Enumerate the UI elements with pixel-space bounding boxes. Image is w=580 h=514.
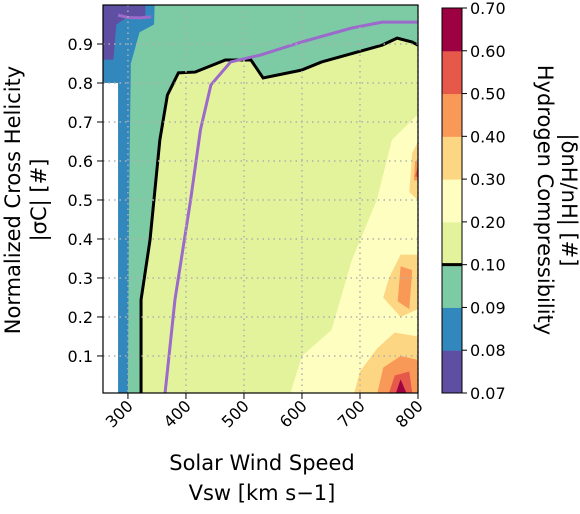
- colorbar-segment: [442, 93, 462, 137]
- contours: [103, 5, 418, 393]
- colorbar-segment: [442, 307, 462, 351]
- colorbar-tick-label: 0.08: [470, 341, 506, 360]
- colorbar-segment: [442, 264, 462, 308]
- contour-region: [395, 379, 407, 393]
- y-tick-label: 0.4: [68, 230, 93, 249]
- y-tick-label: 0.7: [68, 113, 93, 132]
- x-label: Solar Wind Speed: [169, 451, 354, 475]
- colorbar-segment: [442, 350, 462, 394]
- contour-region: [415, 164, 418, 177]
- y-label-unit: |σC| [#]: [27, 159, 52, 242]
- colorbar-segment: [442, 50, 462, 95]
- x-label-unit: Vsw [km s−1]: [189, 481, 336, 505]
- y-tick-label: 0.5: [68, 191, 93, 210]
- colorbar-segment: [442, 8, 462, 52]
- plot-frame: [102, 4, 419, 394]
- colorbar-frame: [441, 7, 463, 394]
- y-tick-label: 0.8: [68, 74, 93, 93]
- y-tick-label: 0.6: [68, 152, 93, 171]
- y-tick-label: 0.9: [68, 35, 93, 54]
- colorbar-tick-label: 0.09: [470, 298, 506, 317]
- y-tick-label: 0.2: [68, 308, 93, 327]
- colorbar-label: Hydrogen Compressibility: [533, 65, 557, 335]
- x-tick-label: 800: [392, 396, 427, 431]
- colorbar-segment: [442, 221, 462, 266]
- colorbar-segment: [442, 179, 462, 223]
- colorbar-segment: [442, 136, 462, 180]
- x-tick-label: 300: [102, 396, 137, 431]
- contour-region: [103, 5, 155, 393]
- colorbar-tick-label: 0.40: [470, 127, 506, 146]
- colorbar-tick-label: 0.70: [470, 0, 506, 18]
- colorbar-tick-label: 0.50: [470, 85, 506, 104]
- contour-region: [290, 114, 418, 393]
- colorbar-label-unit: |δnH/nH| [#]: [556, 134, 580, 267]
- x-tick-label: 400: [160, 396, 195, 431]
- y-tick-label: 0.3: [68, 269, 93, 288]
- colorbar-tick-label: 0.10: [470, 256, 506, 275]
- x-tick-label: 600: [276, 396, 311, 431]
- plot-area: [103, 5, 418, 393]
- y-tick-label: 0.1: [68, 347, 93, 366]
- colorbar-tick-label: 0.07: [470, 384, 506, 403]
- x-tick-label: 700: [334, 396, 369, 431]
- colorbar-tick-label: 0.30: [470, 170, 506, 189]
- contour-region: [103, 5, 146, 60]
- colorbar-tick-label: 0.20: [470, 213, 506, 232]
- y-label: Normalized Cross Helicity: [1, 66, 25, 334]
- colorbar-tick-label: 0.60: [470, 42, 506, 61]
- contour-region: [409, 141, 418, 200]
- contour-region: [397, 266, 413, 310]
- contour-line: [117, 13, 418, 393]
- x-tick-label: 500: [218, 396, 253, 431]
